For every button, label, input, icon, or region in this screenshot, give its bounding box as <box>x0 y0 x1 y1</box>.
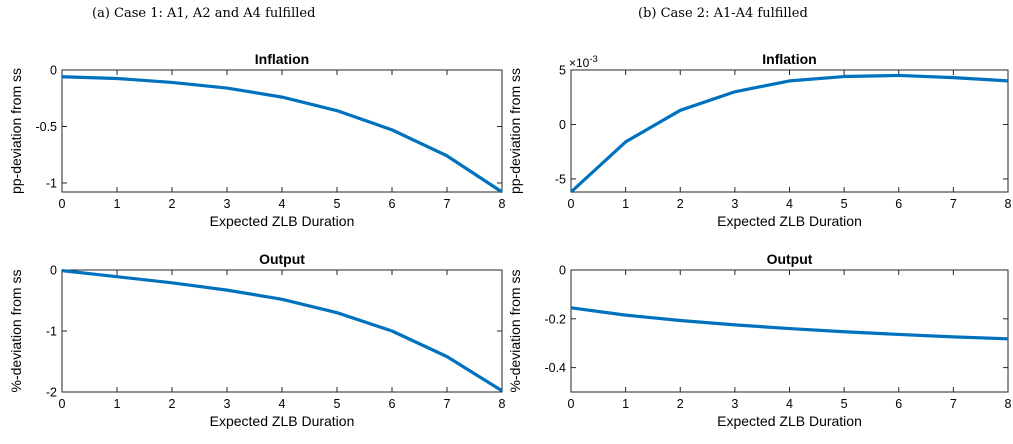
chart-title: Output <box>259 251 305 267</box>
y-axis-label: pp-deviation from ss <box>8 68 24 194</box>
x-axis-label: Expected ZLB Duration <box>717 213 862 229</box>
x-tick-label: 1 <box>114 397 121 411</box>
y-tick-label: -1 <box>46 325 57 339</box>
series-line <box>570 306 1009 341</box>
x-tick-label: 1 <box>622 197 629 211</box>
x-tick-label: 8 <box>1005 397 1012 411</box>
y-tick-label: 0 <box>559 264 566 278</box>
y-tick-label: -0.5 <box>35 120 57 134</box>
x-tick-label: 3 <box>224 197 231 211</box>
x-tick-label: 8 <box>1005 197 1012 211</box>
y-tick-label: -5 <box>555 172 566 186</box>
chart-title: Output <box>767 251 813 267</box>
x-tick-label: 4 <box>279 397 286 411</box>
x-axis-label: Expected ZLB Duration <box>210 213 355 229</box>
y-tick-label: 0 <box>50 64 57 78</box>
x-tick-label: 6 <box>389 397 396 411</box>
x-tick-label: 5 <box>334 397 341 411</box>
x-tick-label: 3 <box>731 197 738 211</box>
x-tick-label: 2 <box>169 397 176 411</box>
chart-title: Inflation <box>762 51 816 67</box>
y-axis-label: %-deviation from ss <box>507 270 523 393</box>
x-tick-label: 3 <box>731 397 738 411</box>
x-tick-label: 7 <box>950 397 957 411</box>
x-tick-label: 7 <box>950 197 957 211</box>
x-tick-label: 7 <box>444 197 451 211</box>
x-tick-label: 2 <box>169 197 176 211</box>
y-axis-label: pp-deviation from ss <box>507 68 523 194</box>
chart-panel-3: Output 0 1 2 3 4 5 6 7 8 0 -1 -2 Expected ZLB Duratio… <box>8 251 506 429</box>
x-axis-label: Expected ZLB Duration <box>717 413 862 429</box>
y-exponent-label: ×10-3 <box>569 54 598 70</box>
x-tick-label: 7 <box>444 397 451 411</box>
series-line <box>569 73 1009 194</box>
caption-left: (a) Case 1: A1, A2 and A4 fulfilled <box>92 6 316 21</box>
x-tick-label: 5 <box>841 397 848 411</box>
x-tick-label: 1 <box>114 197 121 211</box>
x-tick-label: 0 <box>568 397 575 411</box>
x-tick-label: 5 <box>334 197 341 211</box>
y-exponent-base: ×10 <box>569 56 590 70</box>
chart-panel-1: Inflation 0 1 2 3 4 5 6 7 8 0 -0.5 -1 Expected ZLB Du… <box>8 51 506 229</box>
x-tick-label: 0 <box>59 397 66 411</box>
x-tick-label: 3 <box>224 397 231 411</box>
x-tick-label: 5 <box>841 197 848 211</box>
axes-box <box>61 69 503 193</box>
x-tick-label: 0 <box>59 197 66 211</box>
axes-box <box>570 69 1009 193</box>
chart-title: Inflation <box>255 51 309 67</box>
chart-panel-4: Output 0 1 2 3 4 5 6 7 8 0 -0.2 -0.4 Expected ZLB Dur… <box>507 251 1012 429</box>
x-tick-label: 8 <box>499 197 506 211</box>
y-tick-label: -0.4 <box>544 361 566 375</box>
x-tick-label: 4 <box>786 397 793 411</box>
axes-box <box>61 269 503 393</box>
y-tick-label: -2 <box>46 386 57 400</box>
axes-box <box>570 269 1009 393</box>
x-tick-label: 2 <box>677 397 684 411</box>
x-tick-label: 6 <box>389 197 396 211</box>
x-axis-label: Expected ZLB Duration <box>210 413 355 429</box>
y-tick-label: 0 <box>50 264 57 278</box>
x-tick-label: 6 <box>895 397 902 411</box>
x-tick-label: 8 <box>499 397 506 411</box>
x-tick-label: 2 <box>677 197 684 211</box>
y-tick-label: -1 <box>46 176 57 190</box>
x-tick-label: 4 <box>279 197 286 211</box>
series-line <box>61 75 503 194</box>
series-line <box>61 269 503 393</box>
x-tick-label: 4 <box>786 197 793 211</box>
y-axis-label: %-deviation from ss <box>8 270 24 393</box>
y-exponent-power: -3 <box>589 54 597 65</box>
x-tick-label: 6 <box>895 197 902 211</box>
caption-right: (b) Case 2: A1-A4 fulfilled <box>638 6 808 21</box>
y-tick-label: -0.2 <box>544 312 566 326</box>
y-tick-label: 5 <box>559 64 566 78</box>
x-tick-label: 1 <box>622 397 629 411</box>
x-tick-label: 0 <box>568 197 575 211</box>
y-tick-label: 0 <box>559 118 566 132</box>
